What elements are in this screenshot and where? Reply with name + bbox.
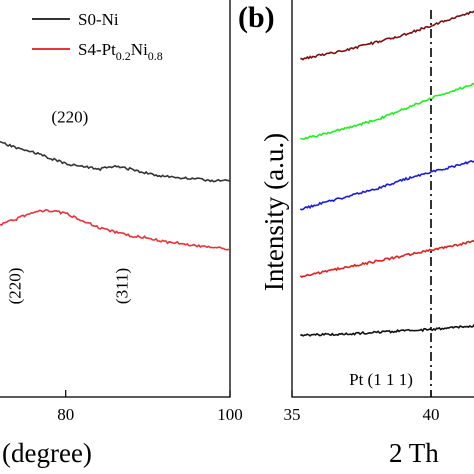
panel-b-traces	[299, 10, 474, 337]
series-4-line	[299, 239, 474, 279]
panel-b-x-tick-label: 40	[423, 405, 440, 424]
panel-b-x-tick-label: 35	[284, 405, 301, 424]
legend-label: S0-Ni	[78, 10, 119, 29]
panel-b-label: (b)	[238, 1, 275, 34]
series-s4-pt-ni-line	[0, 208, 231, 251]
panel-a-x-tick-label: 100	[217, 405, 243, 424]
panel-a-x-axis-label: (degree)	[2, 438, 92, 468]
panel-b-x-ticks: 35 40	[284, 390, 440, 424]
pt-111-label: Pt (1 1 1)	[349, 370, 413, 389]
panel-a-legend: S0-Ni S4-Pt0.2Ni0.8	[32, 10, 163, 63]
series-s0-ni-line	[0, 140, 230, 183]
panel-a-traces	[0, 140, 231, 251]
peak-annotation: (220)	[51, 107, 88, 126]
peak-annotation: (220)	[6, 268, 25, 305]
panel-a-x-ticks: 80 100	[57, 390, 243, 424]
panel-b: Pt (1 1 1) 35 40 Intensity (a.u.) 2 Th (b…	[238, 0, 474, 468]
panel-a-x-tick-label: 80	[57, 405, 74, 424]
panel-b-x-axis-label: 2 Th	[389, 438, 439, 468]
panel-a-frame	[0, 0, 231, 398]
panel-b-frame	[291, 0, 474, 398]
series-5-line	[300, 323, 474, 337]
panel-b-y-axis-label: Intensity (a.u.)	[259, 133, 289, 291]
panel-a: 80 100 (220) (220) (311) S0-Ni S4-Pt0.2Ni0.8…	[0, 0, 243, 468]
peak-annotation: (311)	[112, 268, 131, 304]
series-3-line	[299, 160, 474, 211]
panel-a-annotations: (220) (220) (311)	[6, 107, 132, 304]
legend-label: S4-Pt0.2Ni0.8	[78, 40, 163, 63]
series-1-line	[300, 10, 474, 61]
series-2-line	[300, 82, 474, 141]
